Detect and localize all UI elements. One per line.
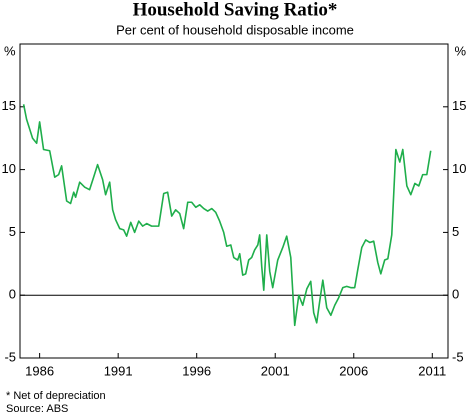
y-tick-label: 10 — [2, 161, 16, 176]
source: Source: ABS — [6, 403, 68, 415]
y-unit-right: % — [454, 43, 466, 58]
y-tick-label-right: 10 — [452, 161, 466, 176]
x-tick-label: 2001 — [261, 363, 290, 378]
y-tick-label-right: 0 — [452, 287, 459, 302]
y-tick-label: -5 — [4, 349, 16, 364]
y-tick-label-right: 15 — [452, 98, 466, 113]
plot-frame — [19, 43, 449, 359]
x-tick-label: 1991 — [104, 363, 133, 378]
y-tick-label: 15 — [2, 98, 16, 113]
y-tick-label: 5 — [9, 224, 16, 239]
chart-subtitle: Per cent of household disposable income — [116, 22, 354, 37]
x-tick-label: 2006 — [339, 363, 368, 378]
x-tick-label: 1996 — [182, 363, 211, 378]
series-line — [22, 104, 432, 327]
x-tick-label: 2011 — [418, 363, 446, 378]
footnote: * Net of depreciation — [6, 390, 106, 402]
y-tick-label-right: -5 — [452, 349, 464, 364]
y-tick-label: 0 — [9, 287, 16, 302]
chart-title: Household Saving Ratio* — [133, 0, 338, 20]
y-tick-label-right: 5 — [452, 224, 459, 239]
y-unit-left: % — [4, 43, 16, 58]
x-tick-label: 1986 — [25, 363, 54, 378]
